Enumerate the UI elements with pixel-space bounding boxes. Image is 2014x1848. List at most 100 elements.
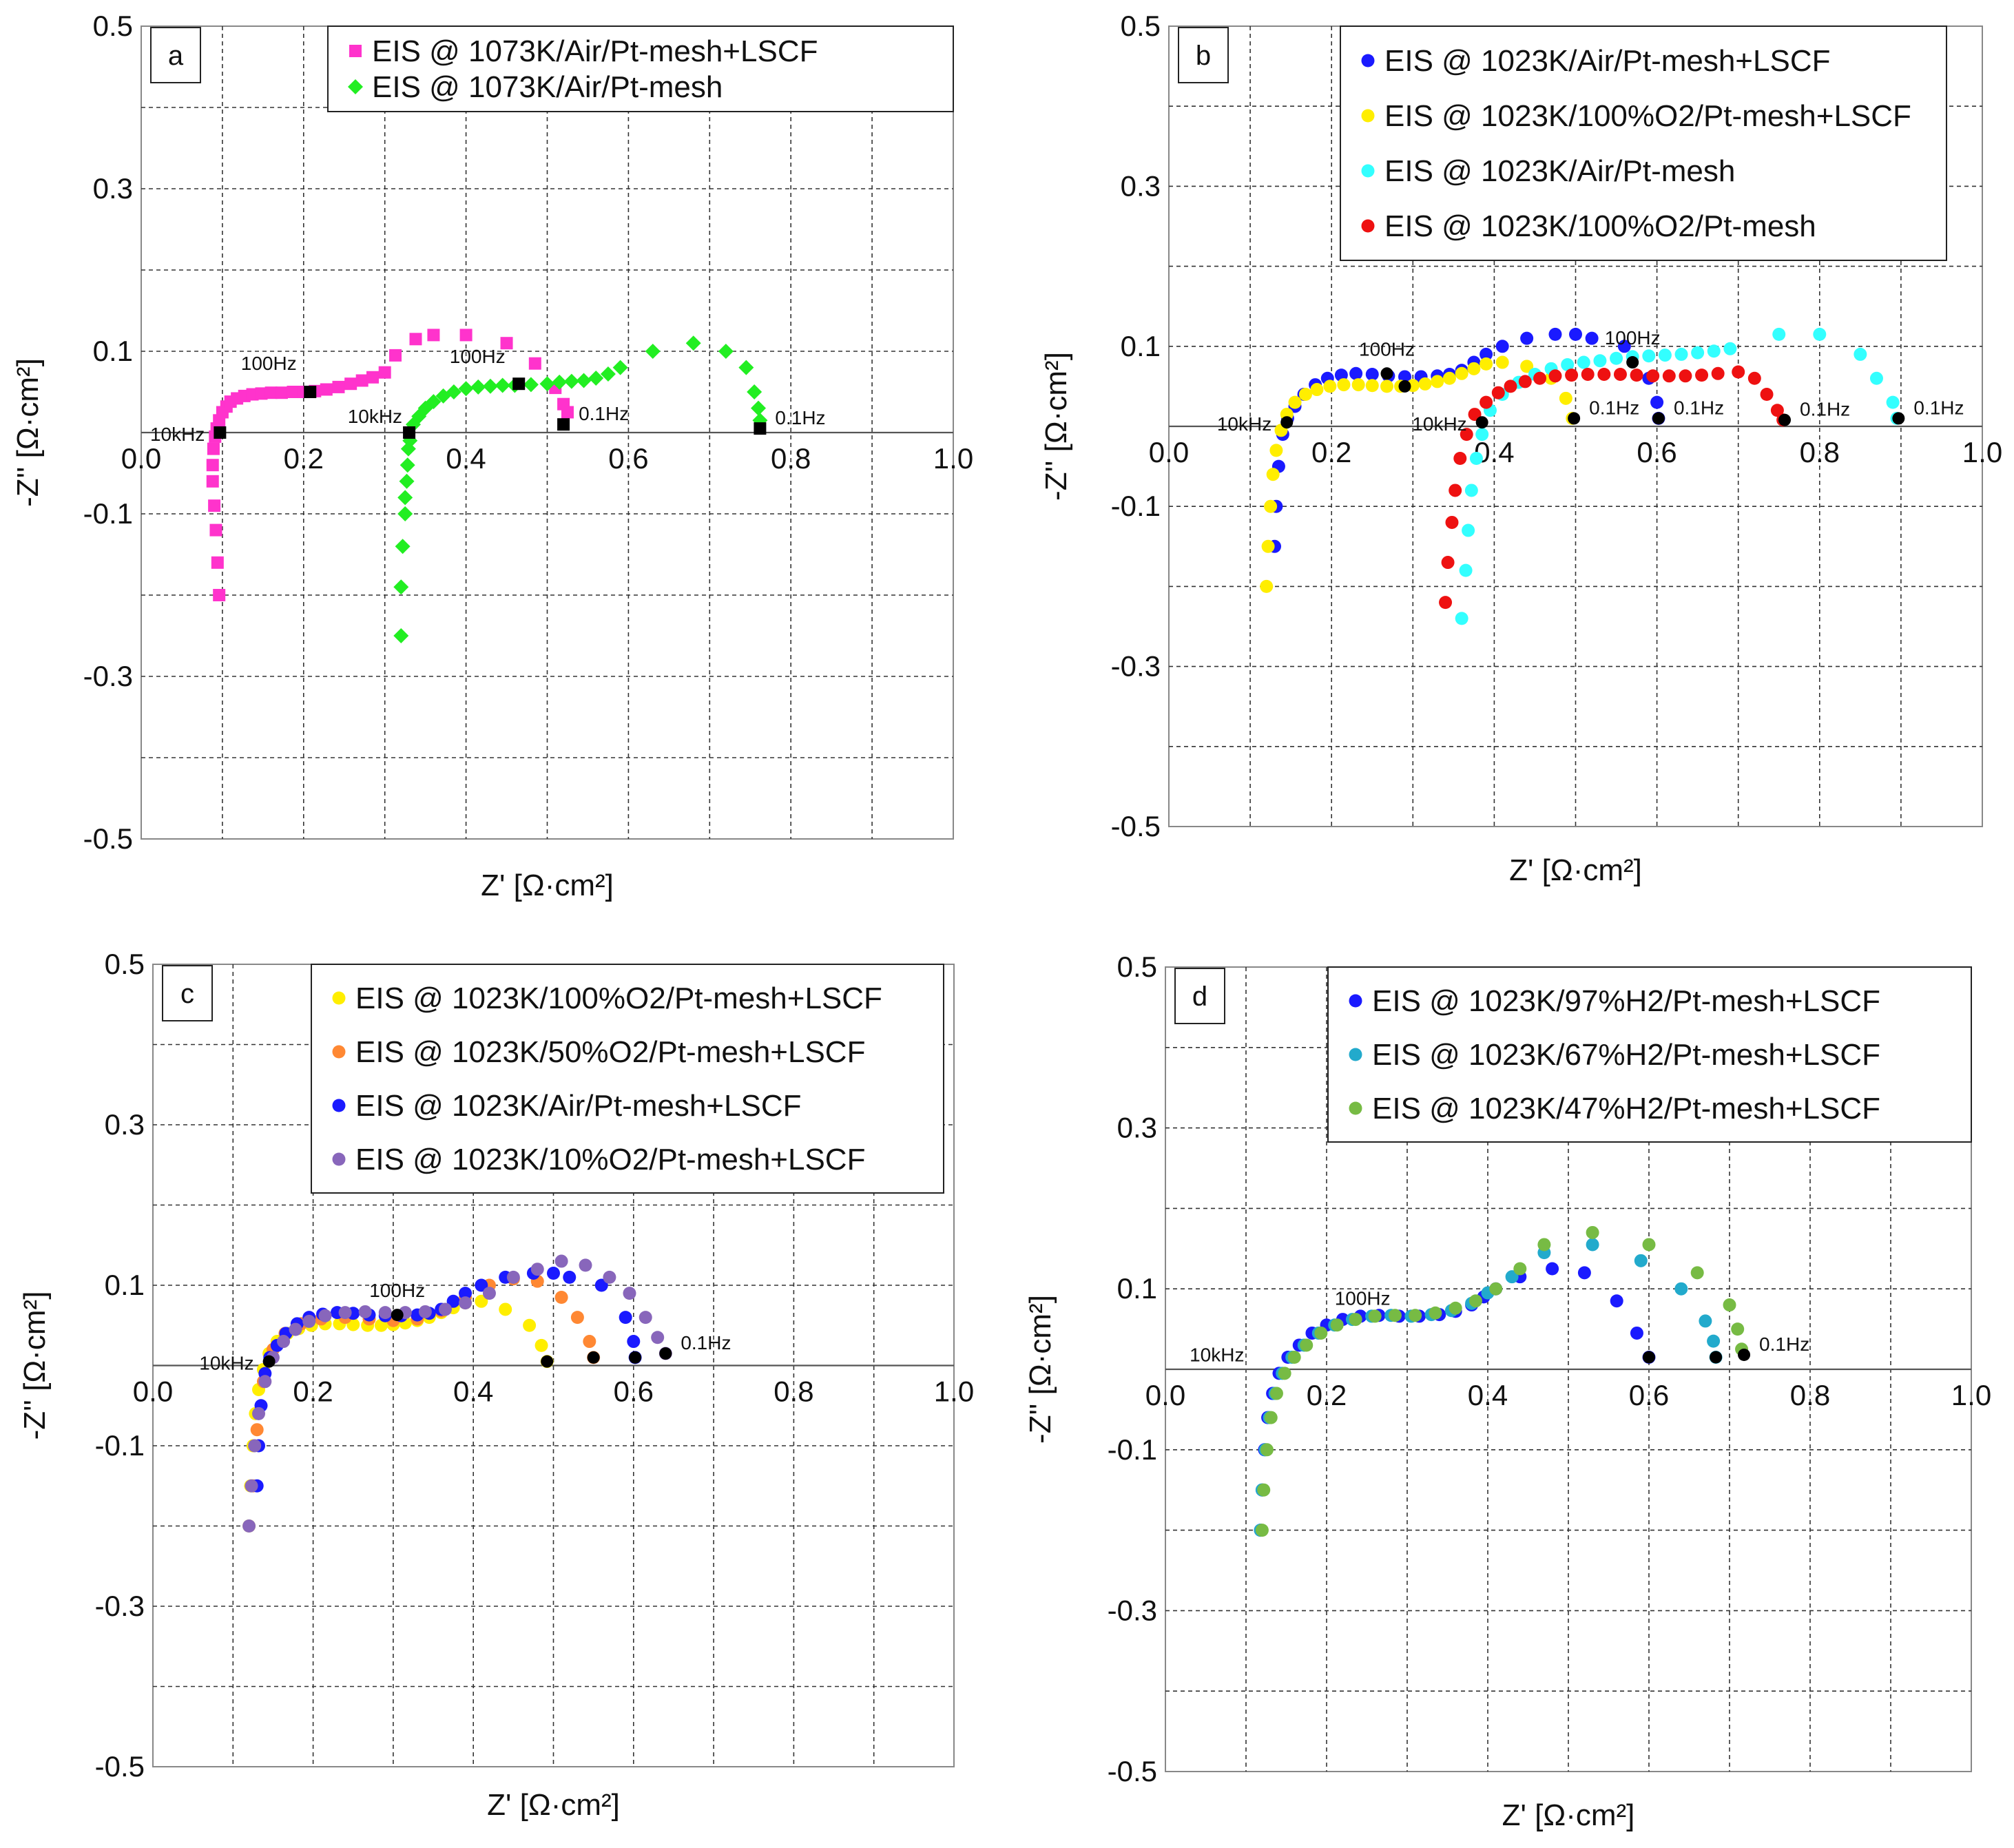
data-point — [1658, 349, 1672, 362]
data-point — [547, 1267, 560, 1280]
frequency-label: 100Hz — [1359, 338, 1415, 360]
data-point — [206, 459, 219, 472]
legend-entry: EIS @ 1023K/Air/Pt-mesh+LSCF — [355, 1089, 801, 1123]
data-point — [623, 1287, 636, 1300]
data-point — [213, 589, 226, 601]
legend-entry: EIS @ 1023K/10%O2/Pt-mesh+LSCF — [355, 1143, 865, 1176]
data-point — [1278, 1367, 1291, 1380]
data-point — [1662, 369, 1676, 383]
data-point — [1699, 1314, 1712, 1328]
legend-marker — [1361, 164, 1375, 178]
legend-entry: EIS @ 1023K/50%O2/Pt-mesh+LSCF — [355, 1035, 865, 1069]
frequency-marker — [587, 1351, 600, 1364]
data-point — [255, 387, 268, 400]
data-point — [1634, 1254, 1648, 1267]
data-point — [1674, 1282, 1688, 1296]
frequency-marker — [557, 418, 570, 431]
legend-entry: EIS @ 1073K/Air/Pt-mesh — [372, 70, 723, 104]
legend-marker — [348, 79, 363, 94]
data-point — [397, 506, 413, 521]
data-point — [1491, 386, 1505, 399]
x-tick-label: 0.4 — [446, 442, 486, 475]
data-point — [289, 1322, 302, 1336]
data-point — [1723, 342, 1737, 355]
legend-marker — [349, 45, 362, 57]
data-point — [277, 1335, 291, 1349]
x-tick-label: 0.8 — [1790, 1379, 1830, 1411]
frequency-label: 100Hz — [369, 1280, 425, 1301]
data-point — [1495, 355, 1509, 369]
data-point — [1264, 1411, 1278, 1424]
data-point — [1581, 367, 1595, 381]
chart-panel-a: 0.5 0.3 0.1 -0.1 -0.3 -0.5 0.0 0.2 0.4 0.6 0.8 1.0 Z… — [11, 10, 973, 902]
data-point — [1546, 1262, 1559, 1276]
data-point — [1468, 408, 1482, 422]
data-point — [470, 379, 486, 395]
data-point — [603, 1270, 616, 1284]
data-point — [718, 344, 734, 359]
data-point — [1257, 1483, 1271, 1497]
data-point — [1260, 579, 1274, 593]
x-tick-label: 0.6 — [608, 442, 648, 475]
x-tick-label: 0.4 — [453, 1375, 493, 1408]
data-point — [1269, 1387, 1283, 1400]
frequency-label: 0.1Hz — [1674, 397, 1724, 418]
chart-panel-d: 0.5 0.3 0.1 -0.1 -0.3 -0.5 0.0 0.2 0.4 0.6 0.8 1.0 Z… — [1024, 951, 1991, 1832]
data-point — [1480, 347, 1493, 361]
legend-marker — [332, 1152, 346, 1166]
x-tick-label: 0.2 — [284, 442, 324, 475]
y-tick-label: -0.3 — [1108, 1594, 1157, 1626]
data-point — [409, 333, 422, 346]
legend-marker — [1349, 1101, 1362, 1115]
data-point — [1260, 1443, 1274, 1457]
frequency-marker — [1398, 380, 1411, 393]
x-axis-label: Z' [Ω·cm²] — [481, 869, 614, 902]
data-point — [499, 1302, 512, 1316]
y-tick-label: -0.1 — [95, 1429, 145, 1462]
data-point — [482, 378, 498, 394]
data-point — [1577, 355, 1590, 369]
data-point — [248, 1439, 262, 1453]
legend-marker — [1349, 1048, 1362, 1061]
frequency-marker — [659, 1347, 672, 1360]
data-point — [1565, 368, 1579, 382]
data-point — [1480, 357, 1493, 371]
frequency-label: 100Hz — [450, 346, 506, 367]
legend-marker — [1361, 54, 1375, 68]
frequency-marker — [403, 426, 416, 439]
x-tick-label: 0.8 — [774, 1375, 813, 1408]
legend-marker — [1361, 109, 1375, 123]
data-point — [1533, 371, 1547, 385]
x-tick-label: 0.2 — [1307, 1379, 1347, 1411]
x-tick-label: 1.0 — [1951, 1379, 1991, 1411]
data-point — [685, 335, 701, 351]
y-tick-label: -0.1 — [1108, 1433, 1157, 1466]
data-point — [378, 366, 391, 379]
legend-entry: EIS @ 1023K/100%O2/Pt-mesh+LSCF — [355, 982, 882, 1015]
data-point — [250, 1423, 264, 1437]
data-point — [561, 406, 574, 419]
data-point — [1548, 369, 1562, 383]
x-tick-label: 0.0 — [1149, 436, 1189, 468]
frequency-label: 10kHz — [348, 406, 402, 427]
y-tick-label: 0.3 — [1121, 169, 1161, 202]
data-point — [475, 1294, 488, 1308]
data-point — [1365, 379, 1379, 393]
data-point — [399, 473, 415, 489]
data-point — [1464, 484, 1478, 497]
data-point — [399, 457, 415, 473]
frequency-label: 10kHz — [1217, 413, 1271, 435]
data-point — [1480, 395, 1493, 409]
panel-label: d — [1192, 982, 1207, 1012]
data-point — [208, 499, 221, 512]
frequency-marker — [1892, 412, 1905, 425]
data-point — [1569, 327, 1582, 341]
legend-entry: EIS @ 1023K/100%O2/Pt-mesh — [1384, 209, 1816, 243]
frequency-label: 10kHz — [199, 1353, 253, 1374]
frequency-marker — [1280, 416, 1294, 429]
data-point — [1439, 596, 1453, 610]
frequency-label: 10kHz — [1190, 1344, 1244, 1365]
data-point — [1772, 327, 1786, 341]
x-tick-label: 0.6 — [614, 1375, 654, 1408]
frequency-marker — [1710, 1351, 1723, 1364]
